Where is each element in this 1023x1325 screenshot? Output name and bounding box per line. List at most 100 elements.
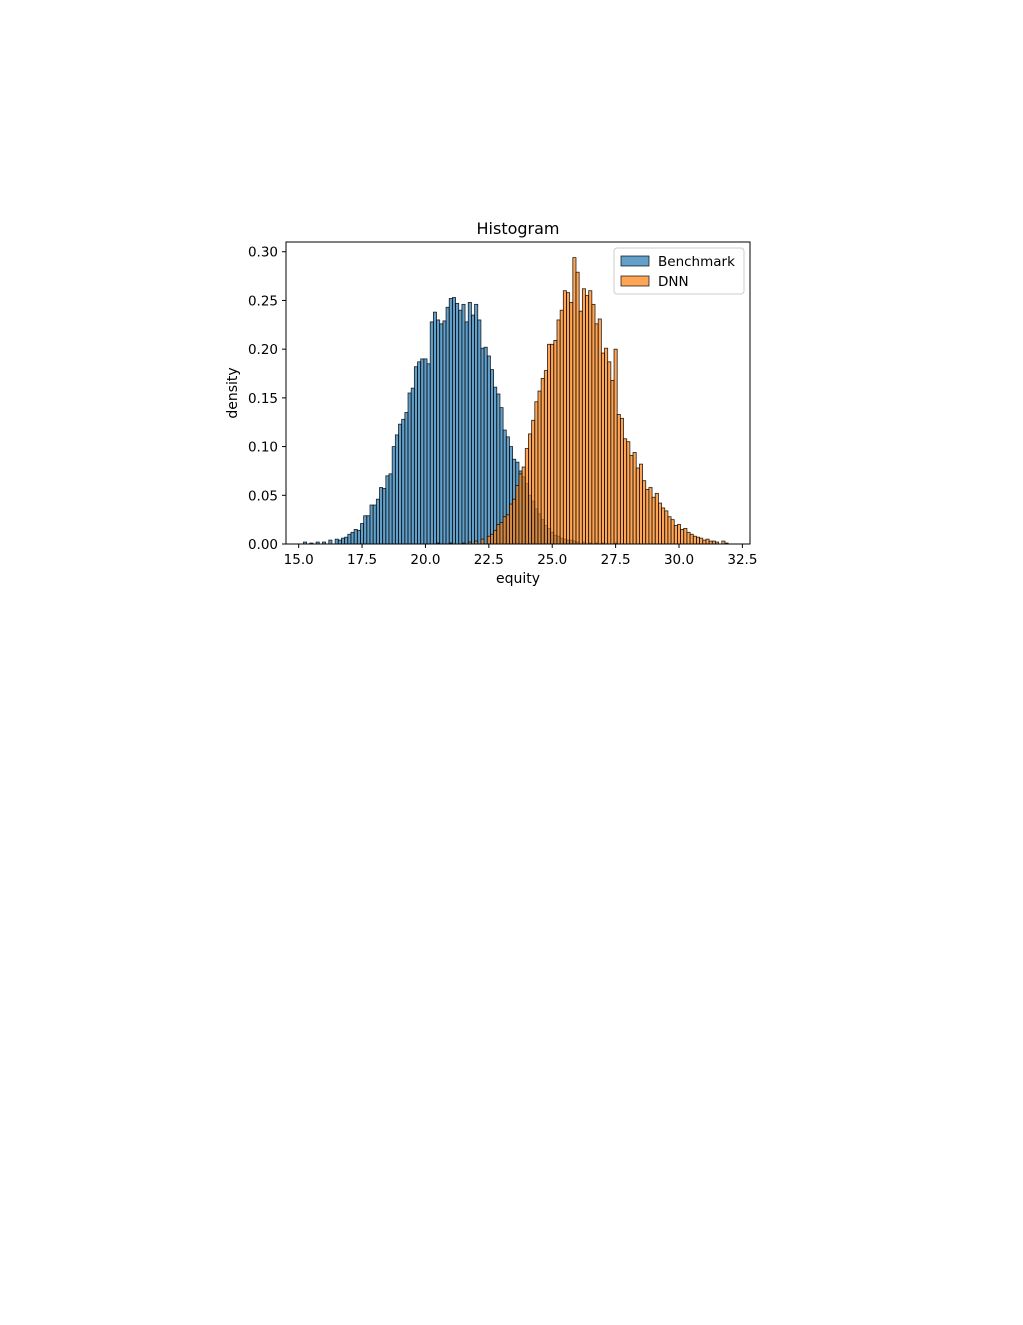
histogram-bar — [407, 392, 412, 545]
chart-title: Histogram — [477, 219, 560, 238]
histogram-bar — [686, 531, 691, 545]
histogram-bar — [480, 538, 485, 545]
x-tick-label: 22.5 — [474, 552, 504, 568]
histogram-bar — [458, 309, 463, 545]
histogram-bar — [448, 298, 453, 545]
histogram-bar — [347, 533, 352, 545]
histogram-bar — [610, 379, 615, 545]
histogram-bar — [543, 370, 548, 545]
histogram-bar — [404, 412, 409, 545]
histogram-bar — [556, 319, 561, 545]
x-axis-label: equity — [496, 571, 540, 587]
histogram-bar — [363, 515, 368, 545]
histogram-bar — [515, 485, 520, 545]
histogram-bar — [658, 502, 662, 545]
histogram-bar — [369, 504, 374, 545]
histogram-bar — [528, 433, 533, 545]
histogram-bar — [562, 290, 567, 545]
histogram-bar — [626, 441, 631, 545]
histogram-bar — [689, 533, 694, 545]
histogram-bar — [467, 301, 472, 545]
histogram-bar — [455, 302, 460, 545]
x-tick-label: 17.5 — [347, 552, 377, 568]
x-tick-label: 20.0 — [410, 552, 440, 568]
histogram-bar — [337, 539, 342, 545]
histogram-bar — [667, 516, 672, 545]
histogram-bar — [493, 529, 498, 545]
histogram-bar — [328, 539, 333, 545]
histogram-bar — [401, 418, 406, 545]
histogram-bar — [588, 290, 593, 545]
histogram-bar — [699, 537, 704, 545]
histogram-bar — [664, 510, 669, 545]
y-tick-label: 0.15 — [248, 391, 278, 407]
histogram-bar — [496, 393, 501, 545]
histogram-bar — [648, 487, 653, 545]
histogram-bar — [509, 503, 514, 545]
histogram-bar — [638, 463, 643, 545]
x-tick-label: 15.0 — [284, 552, 314, 568]
histogram-bar — [477, 319, 482, 545]
histogram-bar — [696, 536, 701, 545]
histogram-bar — [382, 488, 387, 545]
histogram-bar — [499, 522, 504, 545]
legend: Benchmark DNN — [613, 247, 745, 295]
histogram-bar — [524, 448, 529, 545]
histogram-bar — [683, 528, 688, 545]
histogram-bar — [353, 528, 358, 545]
histogram-bar — [578, 310, 583, 545]
histogram-bar — [350, 531, 355, 545]
x-tick-label: 30.0 — [664, 552, 694, 568]
y-tick-label: 0.20 — [248, 342, 278, 358]
histogram-bar — [445, 306, 450, 545]
histogram-bar — [632, 452, 637, 545]
legend-label: DNN — [658, 274, 689, 290]
histogram-bar — [474, 303, 479, 545]
histogram-bar — [490, 533, 494, 545]
histogram-bar — [502, 516, 507, 545]
histogram-bar — [483, 346, 488, 545]
histogram-bar — [432, 311, 437, 545]
histogram-bar — [512, 498, 517, 545]
histogram-bar — [670, 519, 675, 545]
histogram-bar — [702, 539, 707, 545]
histogram-bar — [550, 343, 555, 545]
plot-bars — [303, 257, 729, 545]
histogram-bar — [420, 358, 425, 545]
histogram-bar — [642, 480, 647, 545]
histogram-bar — [572, 257, 577, 545]
x-tick-label: 27.5 — [601, 552, 631, 568]
histogram-bar — [464, 321, 469, 545]
histogram-bar — [581, 288, 586, 545]
y-tick-label: 0.05 — [248, 488, 278, 504]
histogram-bar — [680, 528, 685, 545]
histogram-bar — [569, 301, 574, 545]
histogram-bar — [480, 347, 485, 545]
histogram-bar — [410, 387, 415, 545]
x-tick-label: 32.5 — [727, 552, 757, 568]
histogram-bar — [356, 529, 361, 545]
histogram-bar — [442, 320, 447, 545]
histogram-bar — [604, 347, 609, 545]
histogram-bar — [597, 318, 602, 545]
histogram-bar — [537, 390, 542, 545]
histogram-bar — [654, 492, 659, 545]
histogram-bar — [493, 386, 498, 545]
histogram-bar — [334, 538, 339, 545]
histogram-bar — [341, 537, 346, 545]
histogram-bar — [534, 401, 539, 545]
legend-swatch — [620, 275, 650, 287]
histogram-bar — [705, 538, 710, 545]
legend-swatch — [620, 255, 650, 267]
histogram-bar — [366, 515, 371, 545]
histogram-bar — [518, 473, 523, 545]
histogram-bar — [388, 473, 393, 545]
histogram-bar — [521, 466, 526, 545]
histogram-bar — [423, 358, 428, 545]
histogram-bar — [439, 323, 444, 545]
y-tick-label: 0.10 — [248, 440, 278, 456]
histogram-bar — [547, 343, 552, 545]
histogram-bar — [426, 363, 431, 545]
